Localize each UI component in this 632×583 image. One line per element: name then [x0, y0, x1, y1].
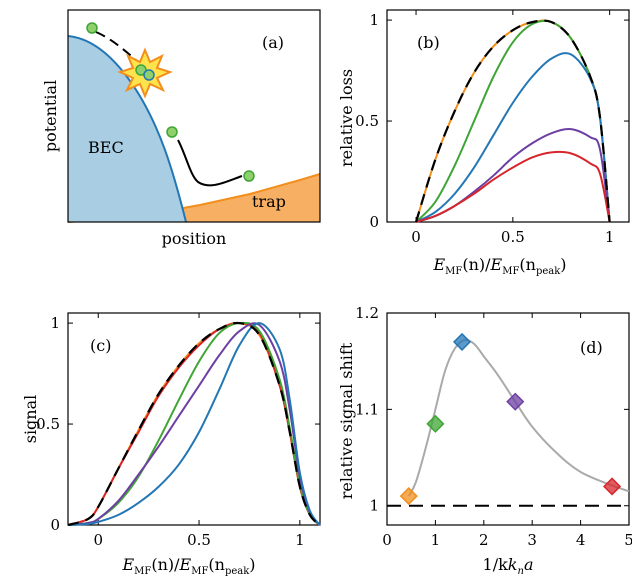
series-line-black: [414, 19, 611, 223]
atom-icon: [166, 126, 178, 138]
y-tick-label: 0: [50, 516, 60, 534]
series-line-green: [415, 19, 611, 223]
series-line-orange: [415, 19, 611, 223]
series-line-red: [415, 150, 611, 223]
series-line-blue: [415, 52, 611, 223]
x-tick-label: 1: [295, 531, 305, 549]
data-point-purple: [506, 392, 525, 411]
x-tick-label: 5: [624, 531, 632, 549]
series-line-black: [67, 321, 321, 527]
x-tick-label: 4: [576, 531, 586, 549]
series-line-blue: [67, 322, 321, 526]
panel-d: 0 1 2 3 4 511.11.2 (d) relative signal shift …: [337, 304, 632, 577]
panel-a-xlabel: position: [162, 229, 227, 248]
y-tick-label: 1.1: [355, 400, 379, 418]
trap-label: trap: [252, 192, 286, 211]
panel-d-frame: [386, 312, 630, 526]
panel-c-ylabel: signal: [21, 395, 40, 444]
atom-icon: [86, 22, 98, 34]
bec-region: [68, 36, 186, 222]
data-point-orange: [399, 487, 418, 506]
panel-c-xlabel: EMF(n)/EMF(npeak): [121, 555, 255, 577]
panel-a-frame: [67, 9, 321, 223]
panel-c-label: (c): [90, 336, 111, 355]
panel-a: (a) BEC trap potential position: [41, 9, 321, 248]
data-point-red: [602, 477, 622, 496]
fit-curve: [407, 338, 630, 497]
panel-c-frame: [67, 312, 321, 526]
panel-b-xlabel: EMF(n)/EMF(npeak): [432, 255, 566, 277]
x-tick-label: 1: [431, 531, 441, 549]
series-line-purple: [415, 128, 611, 223]
data-point-blue: [452, 332, 472, 351]
y-tick-label: 1: [369, 497, 379, 515]
panel-b-frame: [386, 9, 630, 223]
x-tick-label: 0: [382, 531, 392, 549]
panel-b: 0 0.5 1 0 0.5 1 (b) relative loss EMF(n)/EMF(…: [337, 9, 630, 277]
panel-b-label: (b): [417, 33, 440, 52]
atom-icon: [243, 170, 255, 182]
panel-b-ylabel: relative loss: [337, 69, 356, 167]
atom-icon: [143, 69, 155, 81]
y-tick-label: 0: [369, 213, 379, 231]
atom-trajectory-lower: [177, 139, 243, 187]
x-tick-label: 2: [479, 531, 489, 549]
x-tick-label: 0.5: [187, 531, 211, 549]
atom-trajectory-upper: [95, 31, 137, 61]
panel-a-label: (a): [262, 33, 284, 52]
panel-d-ylabel: relative signal shift: [337, 342, 356, 499]
x-tick-label: 3: [527, 531, 537, 549]
panel-d-label: (d): [580, 338, 603, 357]
panel-a-ylabel: potential: [41, 80, 60, 152]
atom-icon: [135, 64, 147, 76]
data-point-green: [426, 414, 445, 433]
panel-c: 0 0.5 1 0 0.5 1 (c) signal EMF(n)/EMF(npeak): [21, 312, 321, 577]
y-tick-label: 0.5: [355, 112, 379, 130]
trap-region: [68, 174, 320, 222]
y-tick-label: 1.2: [355, 304, 379, 322]
x-tick-label: 1: [605, 228, 615, 246]
x-tick-label: 0.5: [501, 228, 525, 246]
y-tick-label: 1: [369, 11, 379, 29]
y-tick-label: 1: [50, 314, 60, 332]
bec-label: BEC: [88, 138, 124, 157]
x-tick-label: 0: [411, 228, 421, 246]
y-tick-label: 0.5: [36, 415, 60, 433]
bec-boundary: [67, 35, 187, 223]
panel-d-xlabel: 1/kkna: [483, 555, 534, 577]
x-tick-label: 0: [93, 531, 103, 549]
